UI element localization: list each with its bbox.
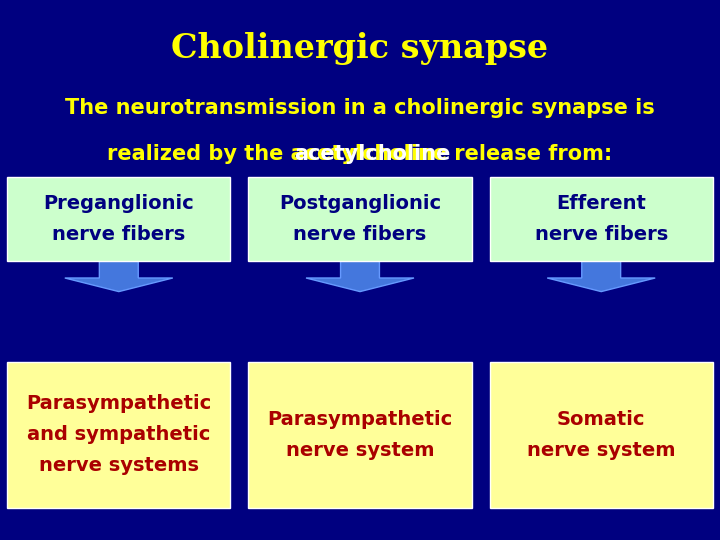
Polygon shape (65, 261, 173, 292)
Text: Postganglionic
nerve fibers: Postganglionic nerve fibers (279, 194, 441, 244)
Text: Parasympathetic
nerve system: Parasympathetic nerve system (267, 410, 453, 460)
FancyBboxPatch shape (248, 362, 472, 508)
Text: Cholinergic synapse: Cholinergic synapse (171, 32, 549, 65)
FancyBboxPatch shape (490, 362, 713, 508)
Text: The neurotransmission in a cholinergic synapse is: The neurotransmission in a cholinergic s… (65, 98, 655, 118)
FancyBboxPatch shape (7, 177, 230, 261)
FancyBboxPatch shape (7, 362, 230, 508)
FancyBboxPatch shape (490, 177, 713, 261)
FancyBboxPatch shape (248, 177, 472, 261)
Text: Efferent
nerve fibers: Efferent nerve fibers (534, 194, 668, 244)
Polygon shape (306, 261, 414, 292)
Text: Parasympathetic
and sympathetic
nerve systems: Parasympathetic and sympathetic nerve sy… (26, 394, 212, 475)
Text: acetylcholine: acetylcholine (294, 144, 450, 164)
Text: Preganglionic
nerve fibers: Preganglionic nerve fibers (43, 194, 194, 244)
Text: realized by the acetylcholine release from:: realized by the acetylcholine release fr… (107, 144, 613, 164)
Polygon shape (547, 261, 655, 292)
Text: Somatic
nerve system: Somatic nerve system (527, 410, 675, 460)
